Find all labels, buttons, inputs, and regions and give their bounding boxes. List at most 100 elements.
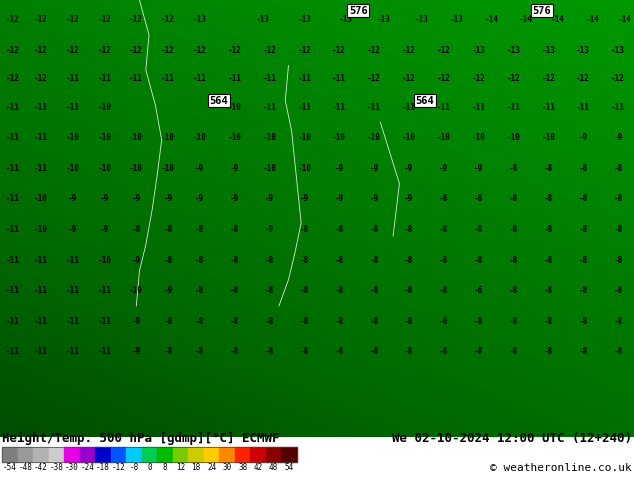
Text: -12: -12	[611, 74, 625, 83]
Text: -9: -9	[100, 225, 109, 234]
Text: -8: -8	[370, 317, 378, 326]
Bar	[266, 447, 281, 462]
Text: -14: -14	[484, 15, 498, 24]
Text: -10: -10	[129, 133, 143, 142]
Text: -9: -9	[614, 133, 623, 142]
Text: -9: -9	[265, 225, 274, 234]
Text: -13: -13	[541, 46, 555, 55]
Text: 8: 8	[163, 463, 167, 472]
Text: -10: -10	[437, 133, 451, 142]
Text: -11: -11	[6, 347, 20, 356]
Text: -12: -12	[193, 46, 207, 55]
Text: -8: -8	[335, 225, 344, 234]
Text: -11: -11	[297, 102, 311, 112]
Text: -12: -12	[367, 46, 381, 55]
Bar	[126, 447, 142, 462]
Text: -8: -8	[335, 347, 344, 356]
Bar	[33, 447, 49, 462]
Text: -8: -8	[404, 317, 413, 326]
Text: -11: -11	[161, 74, 175, 83]
Text: -11: -11	[66, 102, 80, 112]
Text: -8: -8	[509, 164, 518, 173]
Text: -8: -8	[132, 225, 141, 234]
Text: -11: -11	[472, 102, 486, 112]
Text: -13: -13	[472, 46, 486, 55]
Text: -9: -9	[195, 195, 204, 203]
Text: -8: -8	[439, 347, 448, 356]
Text: -11: -11	[66, 317, 80, 326]
Text: -8: -8	[544, 347, 553, 356]
Text: -11: -11	[6, 102, 20, 112]
Text: -9: -9	[474, 164, 483, 173]
Text: -8: -8	[579, 347, 588, 356]
Text: -12: -12	[402, 46, 416, 55]
Text: -8: -8	[544, 317, 553, 326]
Text: -8: -8	[544, 225, 553, 234]
Text: -14: -14	[618, 15, 631, 24]
Text: 18: 18	[191, 463, 201, 472]
Text: -13: -13	[576, 46, 590, 55]
Text: -8: -8	[195, 225, 204, 234]
Text: 38: 38	[238, 463, 247, 472]
Text: -11: -11	[262, 74, 276, 83]
Text: -8: -8	[164, 347, 172, 356]
Bar	[235, 447, 250, 462]
Text: -6: -6	[474, 286, 483, 295]
Text: -11: -11	[6, 286, 20, 295]
Text: -8: -8	[230, 256, 239, 265]
Text: -9: -9	[164, 286, 172, 295]
Text: -12: -12	[129, 15, 143, 24]
Text: -8: -8	[544, 195, 553, 203]
Text: -8: -8	[509, 225, 518, 234]
Text: 576: 576	[349, 6, 368, 16]
Text: -10: -10	[98, 133, 112, 142]
Bar	[142, 447, 157, 462]
Text: -13: -13	[611, 46, 625, 55]
Text: -9: -9	[132, 347, 141, 356]
Text: -10: -10	[34, 195, 48, 203]
Text: -10: -10	[262, 164, 276, 173]
Bar	[204, 447, 219, 462]
Text: -10: -10	[66, 164, 80, 173]
Text: -9: -9	[68, 225, 77, 234]
Text: -8: -8	[544, 286, 553, 295]
Text: -8: -8	[474, 256, 483, 265]
Text: -11: -11	[98, 317, 112, 326]
Text: -10: -10	[129, 164, 143, 173]
Text: -14: -14	[586, 15, 600, 24]
Text: -13: -13	[193, 15, 207, 24]
Text: -9: -9	[132, 317, 141, 326]
Text: -11: -11	[98, 286, 112, 295]
Text: -9: -9	[404, 164, 413, 173]
Text: -11: -11	[611, 102, 625, 112]
Text: -10: -10	[228, 133, 242, 142]
Text: -24: -24	[81, 463, 94, 472]
Text: -12: -12	[112, 463, 126, 472]
Text: -12: -12	[98, 15, 112, 24]
Text: -8: -8	[265, 317, 274, 326]
Text: -8: -8	[265, 256, 274, 265]
Text: -8: -8	[614, 256, 623, 265]
Text: -8: -8	[614, 164, 623, 173]
Text: -8: -8	[300, 256, 309, 265]
Text: -11: -11	[541, 102, 555, 112]
Text: -9: -9	[300, 195, 309, 203]
Text: We 02-10-2024 12:00 UTC (12+240): We 02-10-2024 12:00 UTC (12+240)	[392, 432, 632, 445]
Text: -11: -11	[34, 133, 48, 142]
Text: -10: -10	[332, 133, 346, 142]
Text: -11: -11	[98, 74, 112, 83]
Text: -12: -12	[507, 74, 521, 83]
Text: -11: -11	[34, 256, 48, 265]
Text: -8: -8	[509, 195, 518, 203]
Text: -42: -42	[34, 463, 48, 472]
Text: -8: -8	[614, 317, 623, 326]
Text: -11: -11	[332, 102, 346, 112]
Text: -9: -9	[132, 256, 141, 265]
Text: -10: -10	[541, 133, 555, 142]
Text: -8: -8	[195, 347, 204, 356]
Text: -8: -8	[370, 347, 378, 356]
Text: -8: -8	[230, 286, 239, 295]
Text: -8: -8	[230, 347, 239, 356]
Text: -8: -8	[265, 347, 274, 356]
Text: -12: -12	[34, 15, 48, 24]
